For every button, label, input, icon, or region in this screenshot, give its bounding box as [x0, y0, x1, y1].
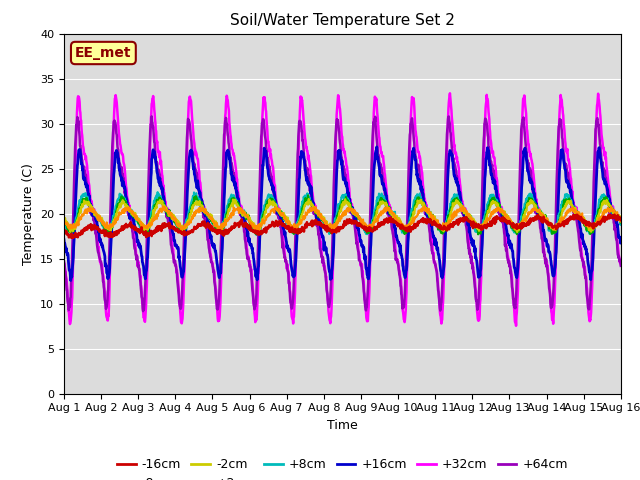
-2cm: [308, 203, 316, 208]
-2cm: [378, 200, 385, 205]
+8cm: [154, 189, 161, 195]
Line: -8cm: -8cm: [64, 206, 621, 231]
+64cm: [148, 113, 156, 119]
+8cm: [319, 215, 326, 221]
-2cm: [305, 196, 312, 202]
+64cm: [308, 205, 316, 211]
+16cm: [104, 270, 111, 276]
-16cm: [60, 228, 68, 234]
+32cm: [617, 261, 625, 267]
-16cm: [126, 223, 134, 229]
Legend: -16cm, -8cm, -2cm, +2cm, +8cm, +16cm, +32cm, +64cm: -16cm, -8cm, -2cm, +2cm, +8cm, +16cm, +3…: [112, 453, 573, 480]
+32cm: [126, 206, 134, 212]
Text: EE_met: EE_met: [75, 46, 132, 60]
-8cm: [297, 217, 305, 223]
-2cm: [617, 218, 625, 224]
+64cm: [126, 212, 134, 217]
+8cm: [617, 219, 625, 225]
-8cm: [459, 203, 467, 209]
+16cm: [318, 232, 326, 238]
-16cm: [104, 233, 111, 239]
+64cm: [140, 308, 147, 314]
+8cm: [297, 206, 305, 212]
+16cm: [373, 144, 381, 150]
+2cm: [126, 207, 134, 213]
-16cm: [378, 219, 385, 225]
-2cm: [103, 225, 111, 231]
+16cm: [60, 237, 68, 243]
-16cm: [611, 212, 618, 217]
+16cm: [126, 211, 134, 217]
+8cm: [103, 228, 111, 233]
+32cm: [103, 315, 111, 321]
+32cm: [308, 184, 316, 190]
+2cm: [304, 192, 312, 198]
-16cm: [68, 235, 76, 240]
+16cm: [617, 239, 625, 244]
+64cm: [60, 258, 68, 264]
+16cm: [297, 154, 305, 160]
-2cm: [253, 229, 261, 235]
+2cm: [60, 219, 68, 225]
+2cm: [297, 212, 305, 218]
+64cm: [103, 301, 111, 307]
+2cm: [103, 227, 111, 232]
+8cm: [253, 232, 260, 238]
-8cm: [126, 205, 134, 211]
-8cm: [318, 216, 326, 222]
+8cm: [378, 191, 385, 196]
-16cm: [617, 217, 625, 223]
Line: +32cm: +32cm: [64, 93, 621, 326]
+16cm: [67, 277, 74, 283]
Line: -16cm: -16cm: [64, 215, 621, 238]
Line: +16cm: +16cm: [64, 147, 621, 280]
X-axis label: Time: Time: [327, 419, 358, 432]
Title: Soil/Water Temperature Set 2: Soil/Water Temperature Set 2: [230, 13, 455, 28]
-8cm: [255, 228, 262, 234]
+32cm: [377, 148, 385, 154]
Line: +64cm: +64cm: [64, 116, 621, 311]
-2cm: [319, 216, 326, 221]
Line: +8cm: +8cm: [64, 192, 621, 235]
-8cm: [617, 218, 625, 224]
+8cm: [126, 209, 134, 215]
-2cm: [126, 208, 134, 214]
+2cm: [319, 215, 326, 220]
-8cm: [60, 217, 68, 223]
+32cm: [60, 260, 68, 266]
+8cm: [60, 220, 68, 226]
-8cm: [378, 208, 385, 214]
-16cm: [308, 223, 316, 229]
+2cm: [378, 195, 385, 201]
+64cm: [319, 260, 326, 266]
+64cm: [297, 120, 305, 126]
+64cm: [378, 165, 385, 171]
+32cm: [512, 323, 520, 329]
-2cm: [297, 215, 305, 221]
-16cm: [318, 223, 326, 228]
+32cm: [446, 90, 454, 96]
Line: -2cm: -2cm: [64, 199, 621, 232]
+16cm: [378, 176, 385, 182]
+32cm: [318, 251, 326, 257]
Y-axis label: Temperature (C): Temperature (C): [22, 163, 35, 264]
+2cm: [617, 219, 625, 225]
+16cm: [308, 197, 316, 203]
+64cm: [617, 263, 625, 269]
-8cm: [308, 206, 316, 212]
+32cm: [296, 101, 304, 107]
-16cm: [297, 227, 305, 233]
+8cm: [308, 201, 316, 207]
-8cm: [103, 224, 111, 229]
+2cm: [308, 204, 316, 210]
Line: +2cm: +2cm: [64, 195, 621, 235]
+2cm: [104, 232, 111, 238]
-2cm: [60, 219, 68, 225]
